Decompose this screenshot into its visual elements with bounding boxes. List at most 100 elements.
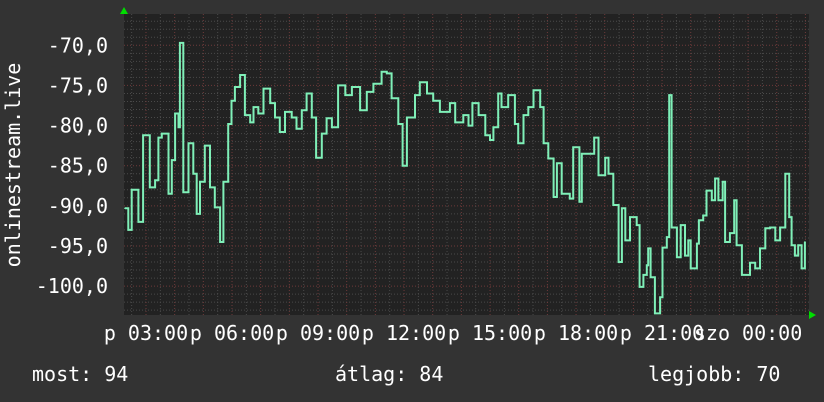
data-point [532,89,535,92]
y-tick-label: -80,0 [48,114,108,138]
x-tick-label: p 09:00 [276,321,360,345]
data-point [454,121,456,124]
data-point [203,144,206,147]
data-point [492,126,495,128]
y-tick-label: -70,0 [48,33,108,57]
data-point [659,296,661,299]
data-point [234,86,236,88]
y-tick-label: -85,0 [48,154,108,178]
data-point [784,172,787,175]
data-point [721,180,724,183]
data-point [638,286,641,288]
data-point [560,192,563,195]
data-point [462,114,465,116]
data-point [517,142,520,145]
legend-max: legjobb: 70 [648,362,781,386]
data-point [507,94,509,96]
data-point [779,226,781,229]
data-point [174,112,176,115]
data-point [372,83,375,85]
data-point [484,134,487,137]
data-point [569,197,571,200]
data-point [797,244,800,246]
data-point [735,244,738,246]
data-point [154,179,156,181]
data-point [305,92,308,95]
y-tick-label: -95,0 [48,234,108,258]
data-point [607,172,610,175]
data-point [696,242,698,245]
data-point [137,221,140,223]
data-point [593,136,596,139]
data-point [668,94,671,96]
data-point [325,117,328,120]
data-point [199,180,201,183]
data-point [572,146,574,149]
data-point [597,174,600,177]
data-point [754,267,757,270]
data-point [351,86,353,88]
data-point [552,196,555,198]
data-point [337,84,339,87]
y-axis-arrow-icon [120,7,128,14]
data-point [295,127,298,130]
data-point [676,256,678,259]
data-point [769,226,771,229]
data-point [604,156,606,159]
x-tick-label: p 18:00 [534,321,618,345]
data-point [556,162,558,165]
data-point [471,102,474,104]
data-point [252,106,255,108]
y-tick-label: -75,0 [48,73,108,97]
data-point [239,74,241,76]
data-point [311,116,313,119]
data-point [157,136,160,139]
data-point [679,224,682,226]
data-point [192,172,195,175]
data-point [635,224,638,226]
data-point [274,116,276,119]
data-point [527,106,530,108]
data-point [542,142,545,145]
data-point [171,159,173,161]
data-point [219,241,221,243]
x-tick-label: p 03:00 [104,321,188,345]
series-line [125,41,806,315]
data-point [522,114,525,116]
data-point [390,97,393,100]
data-point [717,199,720,202]
data-point [687,239,690,242]
data-point [649,276,652,279]
data-point [209,186,211,189]
x-axis: p 03:00 p 06:00 p 09:00 p 12:00 p 15:00 p 18:… [104,321,802,345]
legend-current: most: 94 [32,362,129,386]
data-point [621,207,623,210]
data-point [724,241,726,243]
data-point [244,114,246,116]
data-point [647,247,650,250]
y-axis-label: onlinestream.live [1,63,25,268]
grid [124,14,809,315]
data-point [397,123,400,125]
data-point [386,72,388,75]
data-point [380,70,383,73]
data-point [167,192,170,195]
data-point [489,139,491,141]
data-point [414,94,416,96]
data-point [262,87,265,90]
data-point [741,274,743,276]
data-point [344,94,347,96]
data-point [182,191,185,193]
data-point [666,236,668,238]
data-point [160,132,163,135]
data-point [749,262,751,264]
data-point [195,213,198,215]
data-point [790,244,793,246]
x-tick-label: szo 00:00 [694,321,802,345]
data-point [214,206,216,209]
data-point [467,124,470,127]
data-point [733,199,736,202]
data-point [547,157,550,160]
data-point [642,274,645,276]
